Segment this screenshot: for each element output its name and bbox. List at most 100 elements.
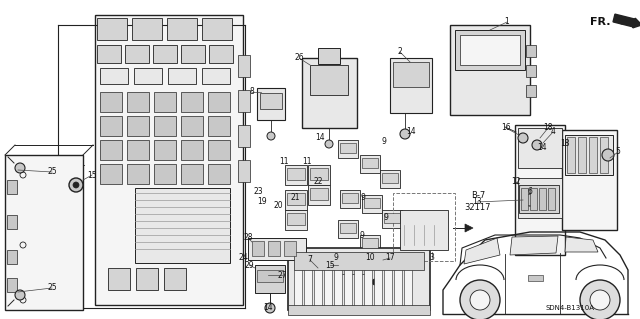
Bar <box>578 137 586 173</box>
Bar <box>362 238 378 248</box>
Bar <box>288 248 430 310</box>
Bar <box>338 220 358 238</box>
Text: 9: 9 <box>383 213 388 222</box>
Text: 14: 14 <box>537 144 547 152</box>
Bar <box>285 165 307 185</box>
Text: 11: 11 <box>279 158 289 167</box>
Bar <box>374 270 382 308</box>
Bar <box>340 190 360 208</box>
Text: 16: 16 <box>501 123 511 132</box>
Bar <box>302 58 357 128</box>
Text: 7: 7 <box>308 256 312 264</box>
Bar <box>208 164 230 184</box>
Bar <box>100 116 122 136</box>
Bar <box>338 140 358 158</box>
Text: 4: 4 <box>550 128 556 137</box>
Bar <box>519 185 559 213</box>
Bar <box>382 210 402 228</box>
Text: 11: 11 <box>302 158 312 167</box>
Bar <box>97 45 121 63</box>
Bar <box>324 270 332 308</box>
Bar <box>308 185 330 205</box>
Bar <box>341 259 365 274</box>
Bar <box>600 137 608 173</box>
Bar <box>562 130 617 230</box>
Bar <box>394 270 402 308</box>
Text: 9: 9 <box>333 254 339 263</box>
Bar <box>314 270 322 308</box>
Circle shape <box>73 182 79 188</box>
Bar <box>181 92 203 112</box>
Bar <box>5 155 83 310</box>
Bar <box>238 160 250 182</box>
Text: 25: 25 <box>47 284 57 293</box>
Bar <box>100 140 122 160</box>
Bar <box>362 195 382 213</box>
Bar <box>318 48 340 64</box>
Bar <box>360 235 380 253</box>
Bar <box>208 116 230 136</box>
Bar <box>287 213 305 225</box>
Bar <box>181 45 205 63</box>
Bar <box>127 140 149 160</box>
Bar <box>154 92 176 112</box>
Text: 3: 3 <box>429 254 435 263</box>
Bar <box>384 270 392 308</box>
Bar <box>95 15 243 305</box>
Bar <box>528 275 543 281</box>
Circle shape <box>325 140 333 148</box>
Bar <box>335 255 355 273</box>
Bar <box>310 188 328 200</box>
Bar <box>268 241 280 256</box>
Bar <box>168 68 196 84</box>
Text: B-7: B-7 <box>471 190 485 199</box>
Text: 8: 8 <box>250 87 254 97</box>
Bar <box>255 265 285 293</box>
Bar <box>288 305 430 315</box>
Bar <box>565 135 613 175</box>
Bar <box>136 268 158 290</box>
Bar <box>108 268 130 290</box>
Bar <box>337 258 353 268</box>
Bar <box>127 116 149 136</box>
Text: 15: 15 <box>325 261 335 270</box>
Bar <box>238 125 250 147</box>
Bar <box>284 241 296 256</box>
Text: 19: 19 <box>257 197 267 206</box>
Bar <box>287 193 305 205</box>
Text: 15: 15 <box>87 170 97 180</box>
Polygon shape <box>465 224 473 232</box>
Circle shape <box>580 280 620 319</box>
Circle shape <box>369 256 381 268</box>
Bar <box>521 188 528 210</box>
Bar <box>294 252 424 270</box>
Text: 17: 17 <box>385 254 395 263</box>
Bar <box>526 85 536 97</box>
Bar <box>518 178 562 218</box>
Bar <box>530 188 537 210</box>
Bar <box>7 180 17 194</box>
Bar <box>342 193 358 203</box>
Bar <box>252 241 264 256</box>
Bar <box>310 65 348 95</box>
Bar <box>285 190 307 210</box>
Text: 18: 18 <box>543 123 553 132</box>
Bar <box>257 270 283 282</box>
Bar <box>248 238 306 260</box>
Bar <box>526 65 536 77</box>
Bar <box>154 116 176 136</box>
Bar <box>100 92 122 112</box>
Circle shape <box>524 194 536 206</box>
Text: 9: 9 <box>360 194 365 203</box>
Bar <box>340 143 356 153</box>
Circle shape <box>372 279 378 285</box>
Bar <box>294 270 302 308</box>
Bar <box>181 164 203 184</box>
Bar <box>257 88 285 120</box>
Bar <box>164 268 186 290</box>
Text: 13: 13 <box>472 197 482 206</box>
Bar <box>154 140 176 160</box>
Circle shape <box>69 178 83 192</box>
Bar <box>304 270 312 308</box>
Bar <box>362 158 378 168</box>
